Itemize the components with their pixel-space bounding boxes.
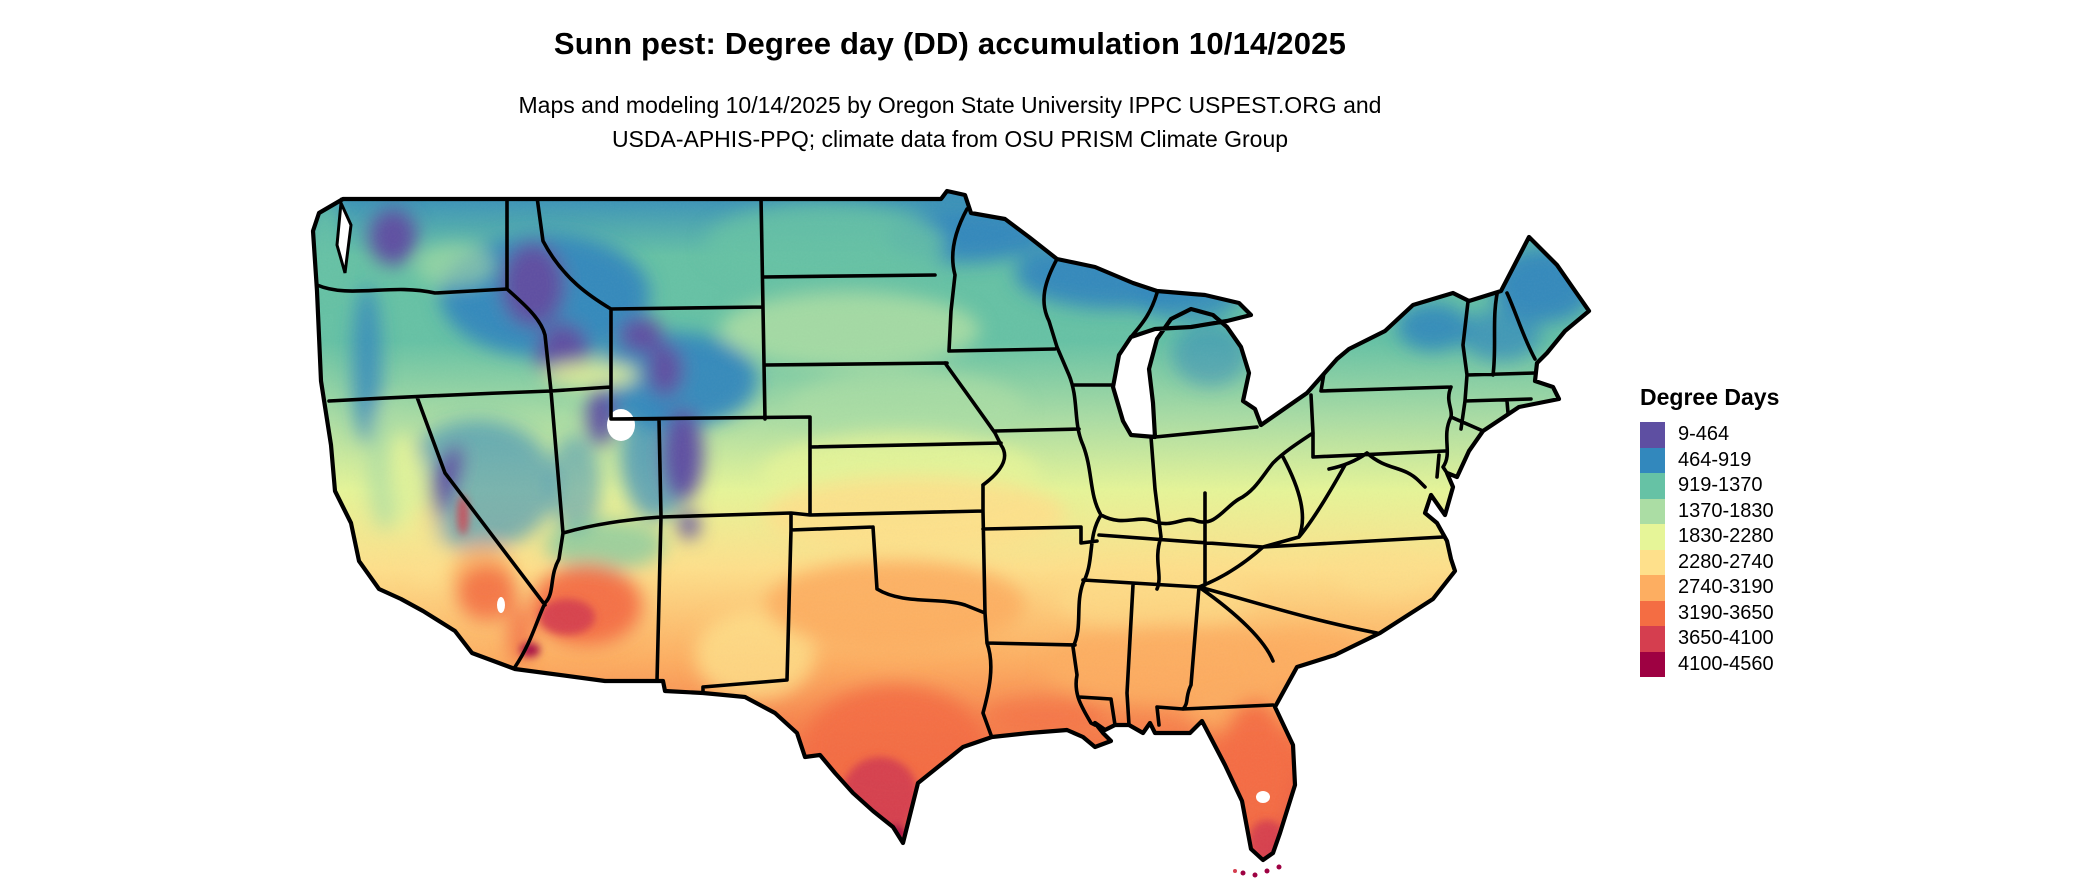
legend-swatch bbox=[1640, 447, 1665, 473]
legend-row: 919-1370 bbox=[1640, 473, 1779, 499]
legend-swatch bbox=[1640, 600, 1665, 626]
salton-sea bbox=[497, 597, 505, 613]
legend-row: 2740-3190 bbox=[1640, 575, 1779, 601]
legend-label: 919-1370 bbox=[1678, 474, 1763, 497]
legend-row: 1830-2280 bbox=[1640, 524, 1779, 550]
legend-row: 3650-4100 bbox=[1640, 626, 1779, 652]
inland-lakes bbox=[497, 409, 1270, 803]
legend-label: 4100-4560 bbox=[1678, 652, 1774, 675]
page-subtitle: Maps and modeling 10/14/2025 by Oregon S… bbox=[250, 88, 1650, 156]
page-title: Sunn pest: Degree day (DD) accumulation … bbox=[553, 26, 1347, 61]
legend-swatch bbox=[1640, 498, 1665, 524]
legend-title: Degree Days bbox=[1640, 384, 1780, 410]
legend-label: 464-919 bbox=[1678, 448, 1752, 471]
subtitle-line-2: USDA-APHIS-PPQ; climate data from OSU PR… bbox=[611, 126, 1289, 152]
legend-swatch bbox=[1640, 422, 1665, 448]
legend-label: 3650-4100 bbox=[1678, 627, 1774, 650]
legend-swatch bbox=[1640, 549, 1665, 575]
subtitle-line-1: Maps and modeling 10/14/2025 by Oregon S… bbox=[518, 92, 1382, 118]
us-outline bbox=[310, 188, 1592, 863]
legend-swatch bbox=[1640, 575, 1665, 601]
legend-row: 4100-4560 bbox=[1640, 651, 1779, 677]
header: Sunn pest: Degree day (DD) accumulation … bbox=[250, 26, 1650, 156]
legend-label: 1830-2280 bbox=[1678, 525, 1774, 548]
legend-row: 9-464 bbox=[1640, 422, 1779, 448]
legend-swatch bbox=[1640, 524, 1665, 550]
florida-keys bbox=[1233, 864, 1282, 878]
legend-row: 464-919 bbox=[1640, 447, 1779, 473]
map-canvas bbox=[310, 188, 1592, 878]
lake-okeechobee bbox=[1256, 791, 1270, 803]
legend-label: 2740-3190 bbox=[1678, 576, 1774, 599]
legend-swatch bbox=[1640, 473, 1665, 499]
puget-sound bbox=[335, 197, 353, 274]
great-salt-lake bbox=[607, 409, 635, 441]
legend-label: 9-464 bbox=[1678, 423, 1730, 446]
legend-swatch bbox=[1640, 651, 1665, 677]
legend-swatch bbox=[1640, 626, 1665, 652]
legend-row: 3190-3650 bbox=[1640, 600, 1779, 626]
legend-row: 1370-1830 bbox=[1640, 498, 1779, 524]
legend-rows: 9-464 464-919 919-1370 1370-1830 1830-22… bbox=[1640, 422, 1779, 677]
legend-label: 3190-3650 bbox=[1678, 601, 1774, 624]
legend: Degree Days 9-464 464-919 919-1370 1370-… bbox=[1640, 384, 1779, 677]
us-degree-day-map bbox=[305, 185, 1605, 892]
legend-row: 2280-2740 bbox=[1640, 549, 1779, 575]
legend-label: 2280-2740 bbox=[1678, 550, 1774, 573]
legend-label: 1370-1830 bbox=[1678, 499, 1774, 522]
state-borders bbox=[315, 195, 1537, 737]
raster-color-field bbox=[313, 191, 1589, 860]
